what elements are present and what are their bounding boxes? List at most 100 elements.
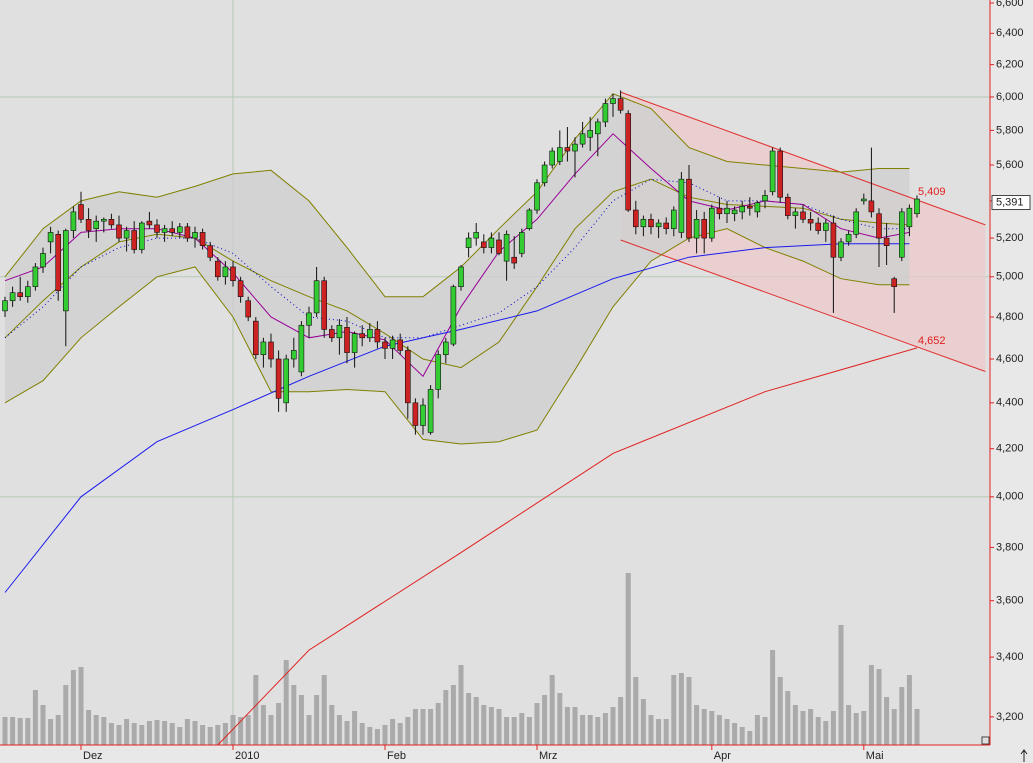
candle-body	[116, 224, 122, 239]
x-tick-label: Mrz	[539, 750, 557, 762]
candle-body	[480, 241, 487, 248]
candle-body	[739, 206, 746, 213]
candle-body	[708, 207, 715, 239]
candle-body	[101, 219, 107, 222]
candle-body	[374, 329, 381, 343]
y-tick-label: 6,000	[996, 91, 1024, 103]
candle-body	[321, 280, 328, 330]
candle-body	[724, 207, 730, 215]
volume-bar	[724, 719, 730, 745]
candle-body	[891, 278, 898, 287]
volume-bar	[321, 675, 327, 745]
volume-bar	[496, 709, 502, 745]
candle-body	[784, 196, 791, 216]
volume-bar	[481, 705, 487, 745]
y-tick-label: 5,000	[996, 271, 1024, 283]
candle-body	[572, 143, 578, 152]
volume-bar	[382, 725, 388, 745]
y-tick-label: 5,800	[996, 124, 1024, 136]
volume-bar	[542, 695, 548, 745]
volume-layer	[2, 573, 920, 745]
candle-body	[518, 232, 525, 254]
volume-bar	[63, 685, 69, 745]
volume-bar	[671, 675, 677, 745]
candle-body	[55, 234, 62, 291]
candle-body	[473, 232, 480, 239]
volume-bar	[93, 715, 99, 745]
volume-bar	[131, 723, 137, 745]
volume-bar	[291, 685, 297, 745]
candle-body	[579, 133, 586, 145]
candle-body	[876, 213, 882, 239]
volume-bar	[397, 723, 403, 745]
volume-bar	[101, 717, 107, 745]
candle-body	[564, 147, 571, 152]
candle-body	[245, 300, 251, 318]
candle-body	[290, 350, 297, 360]
scroll-arrow[interactable]	[1020, 749, 1028, 762]
volume-bar	[162, 721, 168, 745]
candle-body	[382, 341, 388, 349]
y-tick-label: 3,200	[996, 711, 1024, 723]
candle-body	[617, 98, 624, 111]
volume-bar	[192, 721, 198, 745]
volume-bar	[116, 725, 122, 745]
volume-bar	[876, 669, 882, 745]
candle-body	[397, 339, 404, 351]
volume-bar	[10, 717, 16, 745]
candle-body	[366, 329, 373, 339]
volume-bar	[792, 705, 798, 745]
y-tick-label: 3,800	[996, 541, 1024, 553]
candle-body	[169, 228, 175, 233]
candle-body	[442, 341, 449, 356]
volume-bar	[314, 695, 320, 745]
volume-bar	[412, 709, 418, 745]
volume-bar	[846, 705, 852, 745]
volume-bar	[55, 715, 61, 745]
candle-body	[40, 253, 46, 268]
candle-body	[412, 402, 419, 426]
indicator-line	[4, 243, 910, 593]
candle-body	[62, 230, 69, 312]
candle-body	[313, 280, 320, 314]
candle-body	[640, 219, 647, 228]
volume-bar	[359, 723, 365, 745]
volume-bar	[906, 675, 912, 745]
candle-body	[17, 292, 24, 297]
corner-marker	[981, 736, 990, 745]
volume-bar	[891, 709, 897, 745]
candle-body	[199, 232, 206, 247]
candle-body	[655, 222, 662, 228]
candle-body	[488, 237, 495, 248]
channel-line	[620, 91, 986, 226]
candle-body	[177, 226, 183, 233]
candle-body	[108, 219, 115, 226]
candle-body	[648, 219, 654, 228]
volume-bar	[154, 720, 160, 745]
candle-body	[24, 286, 31, 297]
volume-bar	[868, 665, 874, 745]
volume-bar	[762, 717, 768, 745]
candle-body	[868, 200, 875, 213]
x-tick-label: 2010	[235, 750, 259, 762]
volume-bar	[754, 715, 760, 745]
volume-bar	[238, 717, 244, 745]
volume-bar	[633, 677, 639, 745]
candle-body	[161, 228, 168, 233]
candle-body	[146, 220, 153, 226]
volume-bar	[663, 719, 669, 745]
axis-background	[990, 0, 1033, 763]
volume-bar	[32, 690, 38, 745]
volume-bar	[390, 719, 396, 745]
volume-bar	[253, 675, 259, 745]
volume-bar	[17, 718, 23, 745]
volume-bar	[519, 713, 525, 745]
candle-body	[253, 320, 259, 356]
volume-bar	[580, 715, 586, 745]
volume-bar	[777, 677, 783, 745]
volume-bar	[230, 715, 236, 745]
volume-bar	[298, 695, 304, 745]
candle-body	[625, 113, 632, 211]
volume-bar	[815, 717, 821, 745]
